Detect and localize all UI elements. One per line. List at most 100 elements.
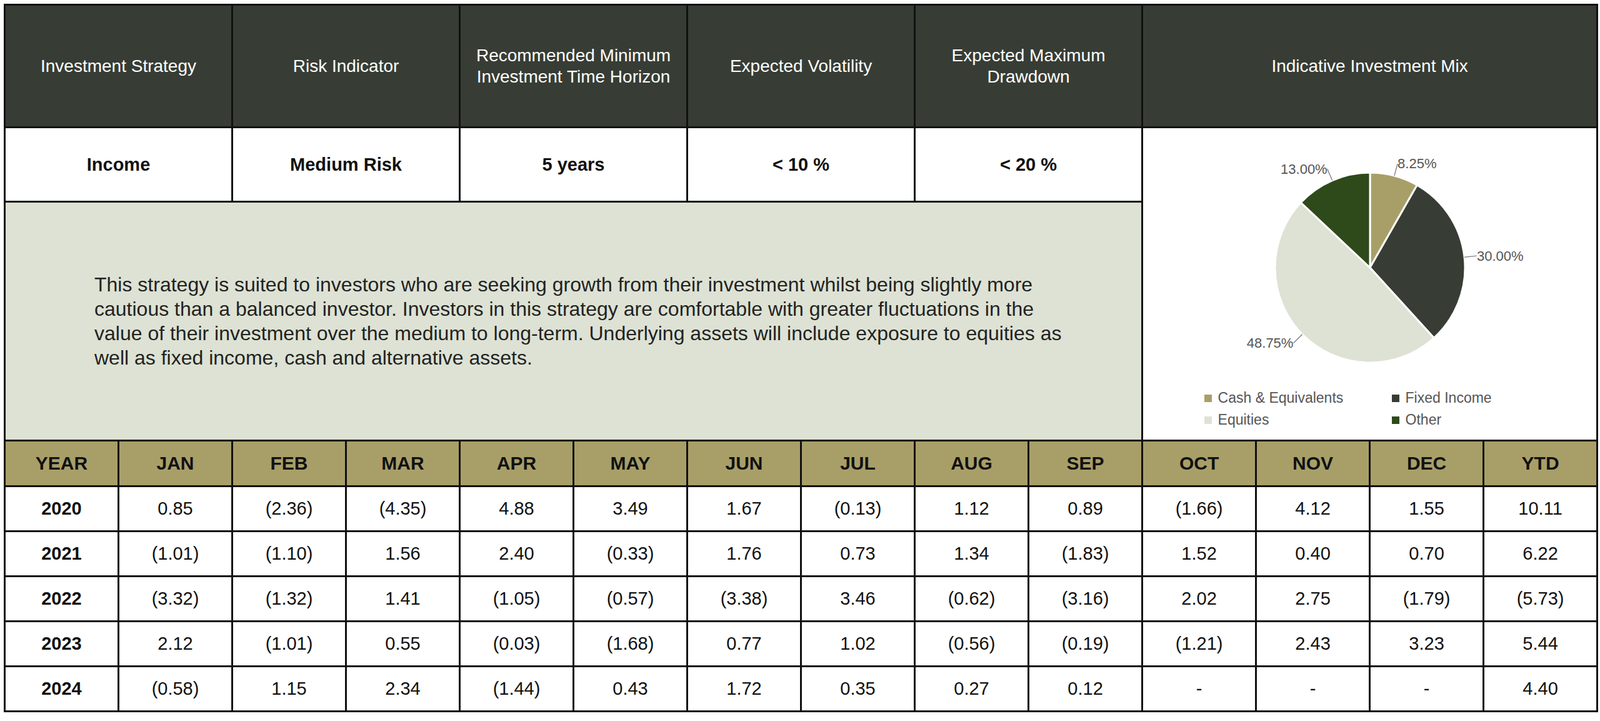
html-text:1.02: 1.02 <box>840 633 876 654</box>
html-text:Investment Strategy: Investment Strategy <box>40 56 197 76</box>
html-text:< 10 %: < 10 % <box>772 154 830 175</box>
html-text:0.85: 0.85 <box>157 498 193 519</box>
html-text:NOV: NOV <box>1292 452 1334 474</box>
html-text:2023: 2023 <box>41 633 82 654</box>
html-text:(3.38): (3.38) <box>720 588 768 609</box>
svg-text:48.75%: 48.75% <box>1246 335 1294 351</box>
html-text:0.40: 0.40 <box>1295 543 1331 564</box>
html-text:4.40: 4.40 <box>1522 678 1558 699</box>
html-text:(0.19): (0.19) <box>1061 633 1109 654</box>
html-text:< 20 %: < 20 % <box>1000 154 1057 175</box>
html-text:SEP: SEP <box>1066 452 1105 474</box>
html-text:FEB: FEB <box>270 452 308 474</box>
html-text:3.46: 3.46 <box>840 588 876 609</box>
html-text:(0.57): (0.57) <box>606 588 654 609</box>
svg-text:13.00%: 13.00% <box>1280 161 1328 177</box>
html-text:YEAR: YEAR <box>35 452 88 474</box>
html-text:(5.73): (5.73) <box>1516 588 1564 609</box>
html-text:Risk Indicator: Risk Indicator <box>292 56 399 76</box>
html-text:0.12: 0.12 <box>1067 678 1103 699</box>
html-text:3.49: 3.49 <box>612 498 648 519</box>
html-text:Recommended Minimum Investment: Recommended Minimum Investment Time Hori… <box>476 45 671 86</box>
html-text:Fixed Income: Fixed Income <box>1405 389 1492 406</box>
html-text:1.34: 1.34 <box>953 543 990 564</box>
html-text:(1.44): (1.44) <box>492 678 541 699</box>
html-text:(0.03): (0.03) <box>492 633 541 654</box>
html-text:(1.83): (1.83) <box>1061 543 1109 564</box>
html-text:Income: Income <box>86 154 151 175</box>
html-text:1.52: 1.52 <box>1181 543 1217 564</box>
html-text:JUL: JUL <box>840 452 876 474</box>
html-text:4.12: 4.12 <box>1295 498 1331 519</box>
html-text:0.77: 0.77 <box>726 633 762 654</box>
html-text:MAY: MAY <box>610 452 651 474</box>
html-text:2020: 2020 <box>41 498 82 519</box>
html-text:(1.21): (1.21) <box>1175 633 1223 654</box>
html-text:3.23: 3.23 <box>1408 633 1445 654</box>
html-text:(3.32): (3.32) <box>151 588 199 609</box>
html-text:(1.66): (1.66) <box>1175 498 1223 519</box>
html-text:1.55: 1.55 <box>1408 498 1445 519</box>
html-text:2024: 2024 <box>41 678 82 699</box>
html-text:10.11: 10.11 <box>1518 498 1563 519</box>
html-text:2.40: 2.40 <box>498 543 535 564</box>
html-text:(0.13): (0.13) <box>834 498 882 519</box>
html-text:5.44: 5.44 <box>1522 633 1558 654</box>
html-text:1.12: 1.12 <box>953 498 990 519</box>
svg-text:30.00%: 30.00% <box>1476 248 1524 264</box>
html-text:(1.01): (1.01) <box>265 633 313 654</box>
svg-text:8.25%: 8.25% <box>1397 155 1437 172</box>
html-text:2.75: 2.75 <box>1295 588 1331 609</box>
html-text:Equities: Equities <box>1217 411 1269 428</box>
html-text:(3.16): (3.16) <box>1061 588 1109 609</box>
html-text:(2.36): (2.36) <box>265 498 313 519</box>
html-text:(1.32): (1.32) <box>265 588 313 609</box>
html-text:0.55: 0.55 <box>385 633 421 654</box>
html-text:2.12: 2.12 <box>157 633 193 654</box>
html-text:YTD: YTD <box>1521 452 1560 474</box>
html-text:(0.62): (0.62) <box>947 588 996 609</box>
html-text:This strategy is suited to inv: This strategy is suited to investors who… <box>94 272 1062 369</box>
html-text:Medium Risk: Medium Risk <box>290 154 402 175</box>
html-text:1.15: 1.15 <box>271 678 307 699</box>
html-text:5 years: 5 years <box>542 154 605 175</box>
html-text:(1.10): (1.10) <box>265 543 313 564</box>
html-text:1.67: 1.67 <box>726 498 762 519</box>
html-text:(4.35): (4.35) <box>379 498 427 519</box>
html-text:Expected Maximum Drawdown: Expected Maximum Drawdown <box>951 45 1106 86</box>
html-text:6.22: 6.22 <box>1522 543 1558 564</box>
html-text:Indicative Investment Mix: Indicative Investment Mix <box>1271 56 1468 76</box>
html-text:0.89: 0.89 <box>1067 498 1103 519</box>
html-text:(0.58): (0.58) <box>151 678 199 699</box>
html-text:2.43: 2.43 <box>1295 633 1331 654</box>
html-text:Expected Volatility: Expected Volatility <box>729 56 872 76</box>
html-text:0.27: 0.27 <box>953 678 990 699</box>
html-text:OCT: OCT <box>1179 452 1219 474</box>
html-text:APR: APR <box>496 452 537 474</box>
html-text:1.76: 1.76 <box>726 543 762 564</box>
html-text:JAN: JAN <box>156 452 195 474</box>
html-text:1.41: 1.41 <box>385 588 421 609</box>
html-text:2021: 2021 <box>41 543 82 564</box>
html-text:(1.01): (1.01) <box>151 543 199 564</box>
html-text:0.35: 0.35 <box>840 678 876 699</box>
html-text:Cash & Equivalents: Cash & Equivalents <box>1217 389 1344 406</box>
html-text:0.70: 0.70 <box>1408 543 1445 564</box>
html-text:1.56: 1.56 <box>385 543 421 564</box>
html-text:0.73: 0.73 <box>840 543 876 564</box>
html-text:DEC: DEC <box>1406 452 1447 474</box>
html-text:4.88: 4.88 <box>498 498 535 519</box>
html-text:(1.05): (1.05) <box>492 588 541 609</box>
html-text:(1.79): (1.79) <box>1402 588 1451 609</box>
html-text:(0.33): (0.33) <box>606 543 654 564</box>
html-text:MAR: MAR <box>381 452 425 474</box>
html-text:0.43: 0.43 <box>612 678 648 699</box>
html-text:2.34: 2.34 <box>385 678 421 699</box>
html-text:1.72: 1.72 <box>726 678 762 699</box>
html-text:2.02: 2.02 <box>1181 588 1217 609</box>
html-text:(0.56): (0.56) <box>947 633 996 654</box>
html-text:JUN: JUN <box>725 452 763 474</box>
html-text:2022: 2022 <box>41 588 82 609</box>
html-text:AUG: AUG <box>950 452 993 474</box>
html-text:(1.68): (1.68) <box>606 633 654 654</box>
